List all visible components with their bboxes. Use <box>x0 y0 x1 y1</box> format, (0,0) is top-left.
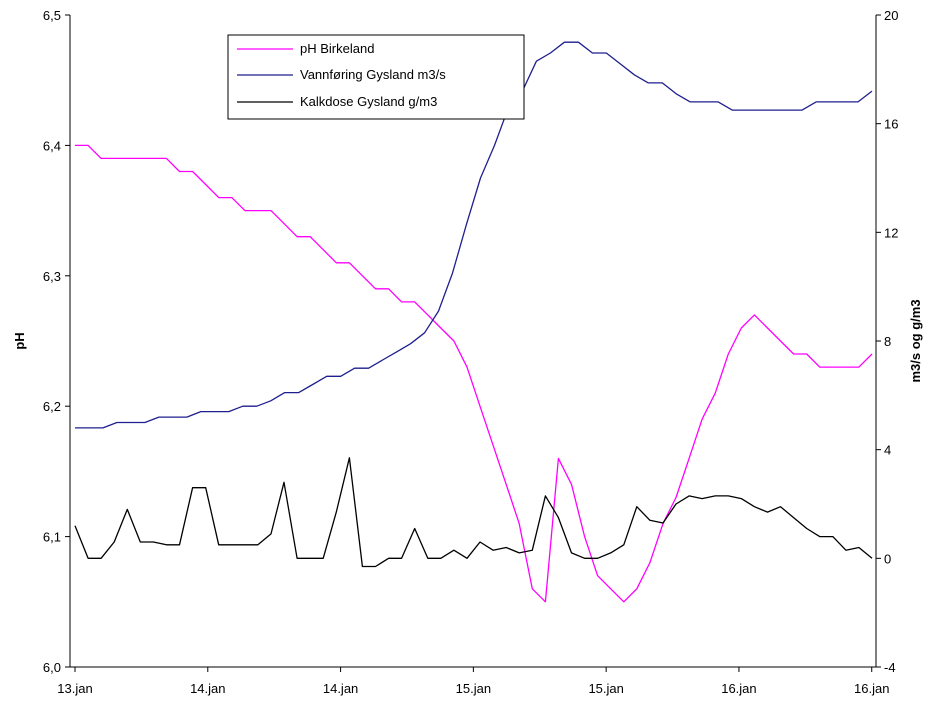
y2-tick-label: 20 <box>884 8 898 23</box>
x-tick-label: 14.jan <box>190 681 225 696</box>
x-tick-label: 14.jan <box>323 681 358 696</box>
y-tick-label: 6,1 <box>43 530 61 545</box>
left-y-axis-ticks: 6,0 6,1 6,2 6,3 6,4 6,5 <box>43 8 70 675</box>
y-tick-label: 6,4 <box>43 138 61 153</box>
y2-axis-title: m3/s og g/m3 <box>908 299 923 382</box>
y-tick-label: 6,5 <box>43 8 61 23</box>
series-line-kalkdose <box>74 457 873 568</box>
y2-tick-label: 4 <box>884 443 891 458</box>
right-y-axis-ticks: -4 0 4 8 12 16 20 <box>876 8 898 675</box>
y2-tick-label: 8 <box>884 334 891 349</box>
legend-label-kalkdose: Kalkdose Gysland g/m3 <box>300 94 437 109</box>
x-tick-label: 15.jan <box>588 681 623 696</box>
y2-tick-label: -4 <box>884 660 896 675</box>
x-axis-ticks: 13.jan 14.jan 14.jan 15.jan 15.jan 16.jan 16.j… <box>57 667 889 696</box>
legend-label-ph: pH Birkeland <box>300 41 374 56</box>
x-tick-label: 16.jan <box>854 681 889 696</box>
x-tick-label: 13.jan <box>57 681 92 696</box>
y-tick-label: 6,2 <box>43 399 61 414</box>
x-tick-label: 16.jan <box>721 681 756 696</box>
y2-tick-label: 12 <box>884 225 898 240</box>
y2-tick-label: 16 <box>884 117 898 132</box>
y-tick-label: 6,3 <box>43 269 61 284</box>
y-axis-title: pH <box>12 332 27 349</box>
series-lines <box>74 41 873 603</box>
y2-tick-label: 0 <box>884 551 891 566</box>
legend-label-vannforing: Vannføring Gysland m3/s <box>300 67 446 82</box>
legend: pH Birkeland Vannføring Gysland m3/s Kal… <box>227 34 525 120</box>
series-line-vannforing <box>75 41 873 429</box>
series-line-ph <box>75 144 873 603</box>
x-tick-label: 15.jan <box>456 681 491 696</box>
y-tick-label: 6,0 <box>43 660 61 675</box>
